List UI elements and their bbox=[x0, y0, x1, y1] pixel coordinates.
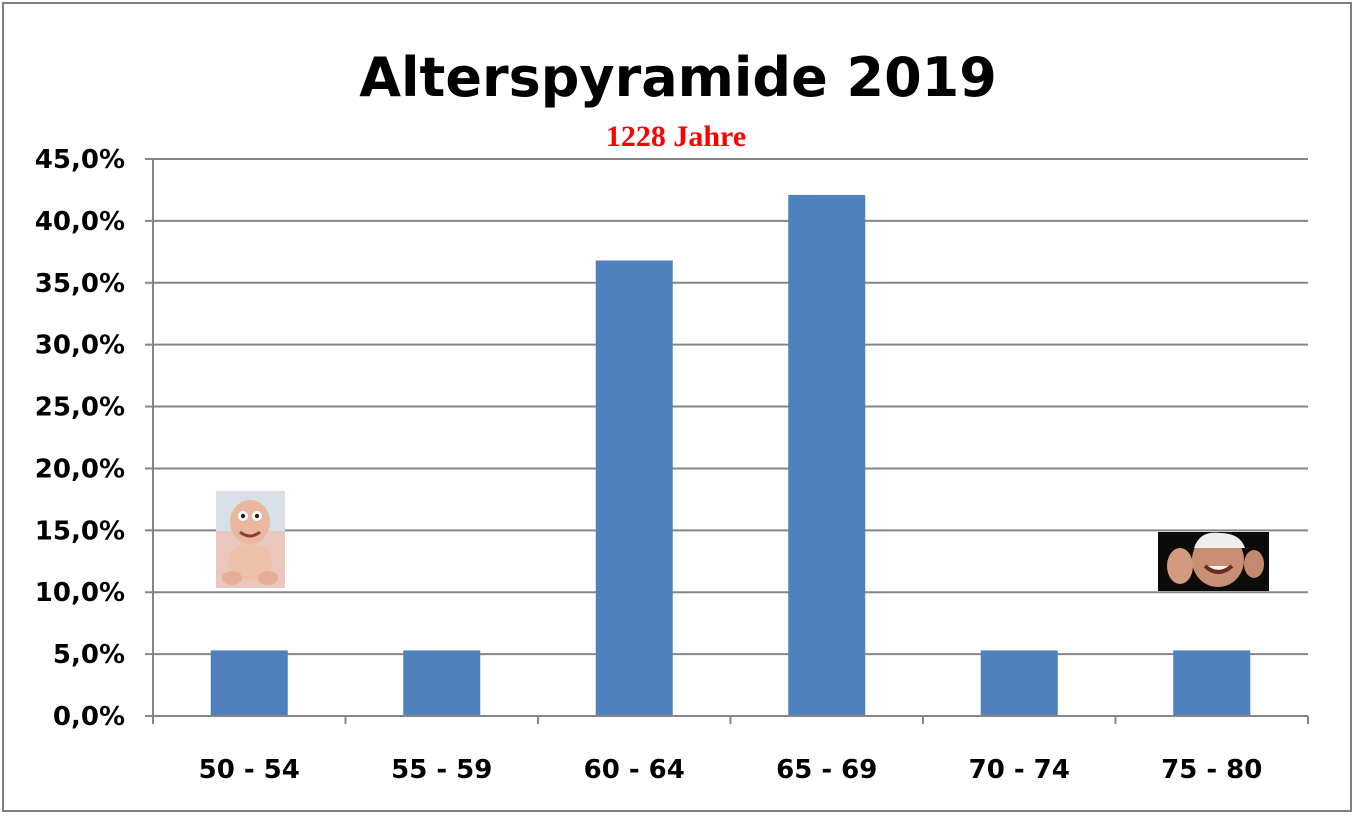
y-tick-label: 15,0% bbox=[35, 516, 125, 546]
y-tick-label: 0,0% bbox=[53, 702, 125, 732]
y-tick-label: 40,0% bbox=[35, 207, 125, 237]
y-tick-label: 5,0% bbox=[53, 640, 125, 670]
x-tick-label: 75 - 80 bbox=[1161, 755, 1262, 785]
y-tick-label: 45,0% bbox=[35, 145, 125, 175]
y-axis-ticks: 0,0% 5,0% 10,0% 15,0% 20,0% 25,0% 30,0% 35,0% 40… bbox=[35, 145, 125, 732]
x-tick-label: 50 - 54 bbox=[199, 755, 300, 785]
old-man-photo bbox=[1158, 532, 1269, 591]
x-tick-label: 60 - 64 bbox=[584, 755, 685, 785]
bar bbox=[403, 650, 481, 716]
x-tick-label: 65 - 69 bbox=[776, 755, 877, 785]
chart-title: Alterspyramide 2019 bbox=[359, 46, 997, 109]
chart-subtitle: 1228 Jahre bbox=[606, 120, 746, 153]
y-tick-label: 10,0% bbox=[35, 578, 125, 608]
x-axis-ticks: 50 - 54 55 - 59 60 - 64 65 - 69 70 - 74 75 - … bbox=[199, 755, 1263, 785]
bars bbox=[210, 194, 1251, 716]
y-tick-label: 20,0% bbox=[35, 454, 125, 484]
x-tick-label: 55 - 59 bbox=[391, 755, 492, 785]
gridlines bbox=[145, 158, 1308, 717]
bar bbox=[210, 650, 288, 716]
y-tick-label: 30,0% bbox=[35, 331, 125, 361]
y-tick-label: 25,0% bbox=[35, 393, 125, 423]
x-axis bbox=[152, 159, 1309, 724]
bar bbox=[1173, 650, 1251, 716]
bar bbox=[595, 260, 673, 716]
bar bbox=[980, 650, 1058, 716]
baby-photo bbox=[216, 491, 285, 588]
x-tick-label: 70 - 74 bbox=[969, 755, 1070, 785]
bar bbox=[788, 194, 866, 716]
y-tick-label: 35,0% bbox=[35, 269, 125, 299]
